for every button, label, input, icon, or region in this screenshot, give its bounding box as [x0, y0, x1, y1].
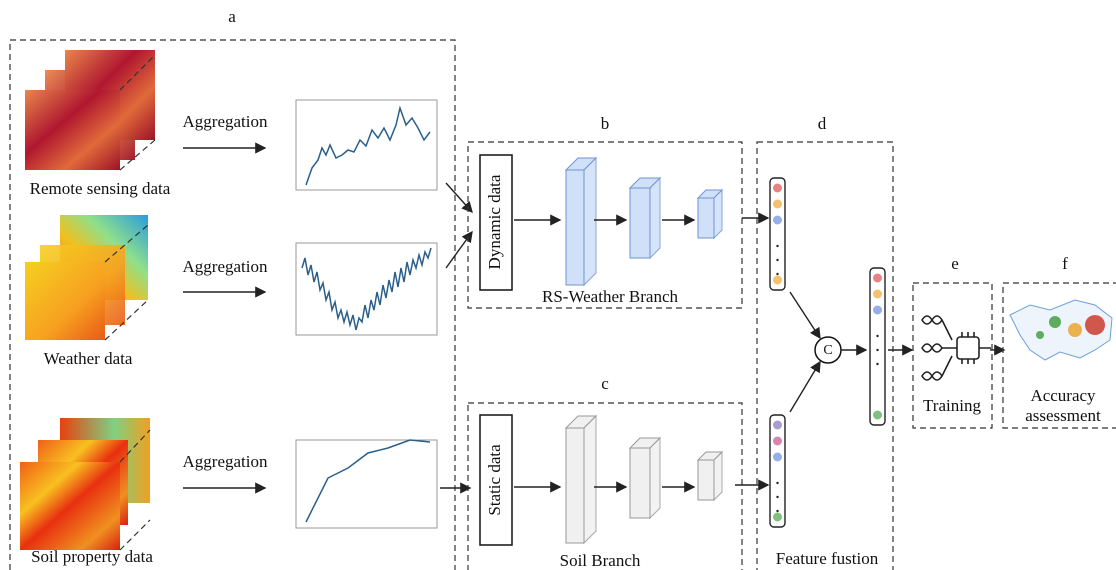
shape	[942, 320, 957, 376]
feature-cell	[774, 200, 782, 208]
dot	[776, 482, 778, 484]
layer	[714, 190, 722, 238]
feature-cell	[774, 421, 782, 429]
feature-cell	[874, 274, 882, 282]
layer	[714, 452, 722, 500]
feature-cell	[774, 184, 782, 192]
feature-cell	[774, 453, 782, 461]
panel-label: b	[601, 114, 610, 133]
layer	[566, 428, 584, 543]
panel-label: e	[951, 254, 959, 273]
feature-cell	[874, 290, 882, 298]
series-box	[296, 243, 437, 335]
shape	[1049, 316, 1061, 328]
dot	[776, 496, 778, 498]
dot	[776, 510, 778, 512]
feature-cell	[774, 437, 782, 445]
feature-cell	[874, 411, 882, 419]
layer	[650, 438, 660, 518]
dot	[776, 259, 778, 261]
weather-images	[25, 215, 148, 340]
branch-input: Dynamic data	[485, 174, 504, 269]
step-label: Aggregation	[183, 257, 268, 276]
layer	[566, 170, 584, 285]
layer	[584, 158, 596, 285]
shape	[922, 372, 942, 380]
fusion-name: Feature fustion	[776, 549, 879, 568]
step-label: Aggregation	[183, 452, 268, 471]
branch-name: RS-Weather Branch	[542, 287, 679, 306]
layer	[698, 460, 714, 500]
soil-images	[20, 418, 150, 550]
input-label: Weather data	[44, 349, 133, 368]
shape	[922, 316, 942, 324]
dot	[876, 349, 878, 351]
input-label: Remote sensing data	[30, 179, 171, 198]
layer	[584, 416, 596, 543]
layer	[630, 188, 650, 258]
branch-input: Static data	[485, 444, 504, 516]
layer	[698, 198, 714, 238]
panel-label: c	[601, 374, 609, 393]
shape	[25, 262, 105, 340]
map-icon	[1010, 300, 1112, 360]
dot	[776, 273, 778, 275]
shape	[957, 337, 979, 359]
branch-name: Soil Branch	[560, 551, 641, 570]
feature-cell	[774, 513, 782, 521]
panel-label: d	[818, 114, 827, 133]
input-label: Soil property data	[31, 547, 153, 566]
arrow	[790, 292, 820, 338]
shape	[25, 90, 120, 170]
dot	[776, 245, 778, 247]
panel-label: f	[1062, 254, 1068, 273]
feature-cell	[774, 276, 782, 284]
training-icon	[922, 316, 991, 380]
step-label: Aggregation	[183, 112, 268, 131]
shape	[922, 344, 942, 352]
shape	[1036, 331, 1044, 339]
training-label: Training	[923, 396, 981, 415]
layer	[650, 178, 660, 258]
assessment-label: Accuracy	[1030, 386, 1096, 405]
dot	[876, 335, 878, 337]
shape	[1085, 315, 1105, 335]
panel-label: a	[228, 7, 236, 26]
feature-cell	[774, 216, 782, 224]
shape	[20, 462, 120, 550]
dot	[876, 363, 878, 365]
layer	[630, 448, 650, 518]
remote-sensing-images	[25, 50, 155, 170]
arrow	[790, 362, 820, 412]
shape	[1068, 323, 1082, 337]
diagram: a Remote sensing data Weather data Soil …	[0, 0, 1116, 570]
assessment-label: assessment	[1025, 406, 1101, 425]
feature-cell	[874, 306, 882, 314]
concat-operator: C	[823, 343, 832, 358]
